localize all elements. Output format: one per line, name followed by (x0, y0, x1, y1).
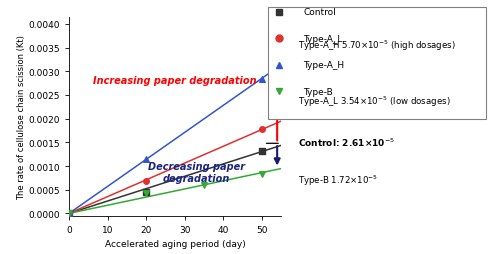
Text: Type-B: Type-B (303, 87, 333, 97)
Type-B (200, 184, 208, 188)
Text: Type-A_H 5.70×10$^{-5}$ (high dosages): Type-A_H 5.70×10$^{-5}$ (high dosages) (298, 39, 456, 53)
Type-B (65, 212, 73, 216)
X-axis label: Accelerated aging period (day): Accelerated aging period (day) (105, 239, 246, 248)
Text: Type-B 1.72×10$^{-5}$: Type-B 1.72×10$^{-5}$ (298, 173, 379, 187)
Control (142, 190, 150, 194)
Text: Control: 2.61×10$^{-5}$: Control: 2.61×10$^{-5}$ (298, 136, 395, 148)
Control (65, 212, 73, 216)
Text: Decreasing paper
degradation: Decreasing paper degradation (148, 162, 245, 183)
Text: Increasing paper degradation: Increasing paper degradation (93, 76, 257, 86)
Text: Control: Control (303, 8, 336, 17)
Text: Type-A_L 3.54×10$^{-5}$ (low dosages): Type-A_L 3.54×10$^{-5}$ (low dosages) (298, 94, 451, 109)
Type-B (142, 192, 150, 196)
Type-B (258, 172, 266, 177)
FancyBboxPatch shape (268, 8, 486, 119)
Type-A_L (258, 128, 266, 132)
Y-axis label: The rate of cellulose chain scission (Kt): The rate of cellulose chain scission (Kt… (17, 35, 26, 199)
Text: Type-A_H: Type-A_H (303, 61, 345, 70)
Text: Type-A_L: Type-A_L (303, 35, 343, 44)
Type-A_H (142, 157, 150, 161)
Type-A_H (65, 212, 73, 216)
Control (258, 150, 266, 154)
Type-A_H (258, 78, 266, 82)
Type-A_L (65, 212, 73, 216)
Type-A_L (142, 179, 150, 183)
